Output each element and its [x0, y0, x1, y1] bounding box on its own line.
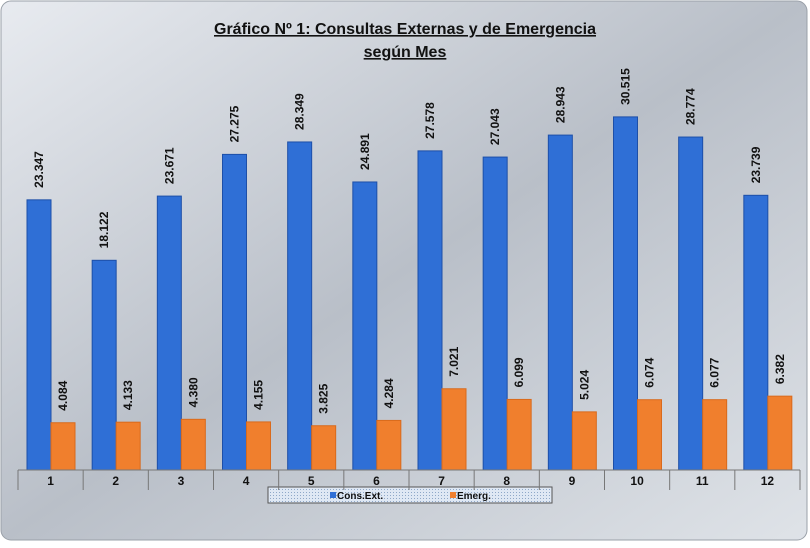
value-label: 23.671	[162, 147, 176, 184]
legend	[267, 486, 553, 504]
value-label: 4.380	[186, 377, 200, 407]
bar	[506, 398, 532, 471]
legend-box	[267, 486, 553, 504]
value-label: 27.578	[423, 102, 437, 139]
value-label: 24.891	[358, 133, 372, 170]
bar	[352, 181, 378, 471]
value-label: 28.349	[293, 93, 307, 130]
bar	[482, 156, 508, 471]
value-label: 6.099	[512, 357, 526, 387]
bar	[678, 136, 704, 471]
bar	[287, 141, 313, 471]
bar	[91, 259, 117, 471]
bar	[637, 399, 662, 471]
x-tick-label: 4	[243, 474, 250, 488]
value-label: 6.077	[708, 357, 722, 387]
value-label: 27.275	[228, 105, 242, 142]
legend-swatch	[330, 492, 336, 498]
bar	[222, 153, 247, 471]
bar	[50, 422, 76, 471]
value-label: 27.043	[488, 108, 502, 145]
value-label: 4.084	[56, 380, 70, 410]
x-tick-label: 6	[373, 474, 380, 488]
value-label: 4.133	[121, 380, 135, 410]
legend-swatch	[450, 492, 456, 498]
bar	[613, 116, 638, 471]
value-label: 4.284	[382, 378, 396, 408]
value-label: 30.515	[619, 68, 633, 105]
value-label: 23.739	[749, 146, 763, 183]
x-tick-label: 11	[696, 474, 709, 488]
bar	[246, 421, 271, 471]
x-tick-label: 3	[178, 474, 185, 488]
bar	[571, 411, 597, 471]
bar	[743, 194, 769, 471]
value-label: 6.382	[773, 354, 787, 384]
value-label: 3.825	[317, 383, 331, 413]
x-tick-label: 1	[47, 474, 54, 488]
bar	[702, 399, 728, 471]
x-tick-label: 7	[438, 474, 445, 488]
value-label: 28.943	[553, 86, 567, 123]
value-label: 7.021	[447, 346, 461, 376]
bar	[115, 421, 141, 471]
x-tick-label: 10	[630, 474, 644, 488]
x-tick-label: 12	[761, 474, 775, 488]
bar	[26, 199, 52, 471]
bar	[547, 134, 573, 471]
value-label: 4.155	[252, 380, 266, 410]
bar	[376, 419, 402, 471]
bar	[311, 425, 337, 471]
x-tick-label: 8	[503, 474, 510, 488]
legend-label: Emerg.	[457, 491, 491, 502]
value-label: 6.074	[643, 357, 657, 387]
chart-title: Gráfico Nº 1: Consultas Externas y de Em…	[214, 21, 596, 38]
bar	[767, 395, 793, 471]
value-label: 5.024	[577, 370, 591, 400]
bar	[156, 195, 182, 471]
x-tick-label: 9	[569, 474, 576, 488]
bar	[180, 418, 206, 471]
x-tick-label: 5	[308, 474, 315, 488]
x-tick-label: 2	[112, 474, 119, 488]
bar	[417, 150, 443, 471]
value-label: 28.774	[684, 88, 698, 125]
legend-label: Cons.Ext.	[337, 491, 383, 502]
bar	[441, 388, 467, 471]
value-label: 18.122	[97, 211, 111, 248]
value-label: 23.347	[32, 151, 46, 188]
chart-title: según Mes	[364, 44, 447, 61]
